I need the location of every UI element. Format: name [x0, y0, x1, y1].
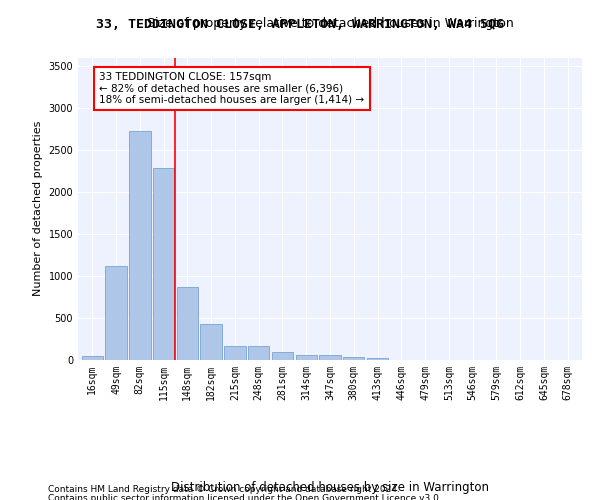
Bar — [82, 356, 103, 360]
Bar — [224, 346, 245, 360]
Text: 33, TEDDINGTON CLOSE, APPLETON, WARRINGTON, WA4 5QG: 33, TEDDINGTON CLOSE, APPLETON, WARRINGT… — [96, 18, 504, 30]
Y-axis label: Number of detached properties: Number of detached properties — [33, 121, 43, 296]
Bar — [176, 287, 198, 360]
Bar — [296, 355, 317, 360]
Bar — [200, 324, 222, 360]
Text: Contains HM Land Registry data © Crown copyright and database right 2024.: Contains HM Land Registry data © Crown c… — [48, 485, 400, 494]
Bar — [272, 352, 293, 360]
Bar — [248, 346, 269, 360]
Bar — [343, 358, 364, 360]
Bar — [319, 356, 341, 360]
Bar — [129, 130, 151, 360]
X-axis label: Distribution of detached houses by size in Warrington: Distribution of detached houses by size … — [171, 480, 489, 494]
Bar — [106, 266, 127, 360]
Bar — [367, 358, 388, 360]
Bar — [153, 168, 174, 360]
Text: Contains public sector information licensed under the Open Government Licence v3: Contains public sector information licen… — [48, 494, 442, 500]
Text: 33 TEDDINGTON CLOSE: 157sqm
← 82% of detached houses are smaller (6,396)
18% of : 33 TEDDINGTON CLOSE: 157sqm ← 82% of det… — [100, 72, 365, 105]
Title: Size of property relative to detached houses in Warrington: Size of property relative to detached ho… — [146, 17, 514, 30]
